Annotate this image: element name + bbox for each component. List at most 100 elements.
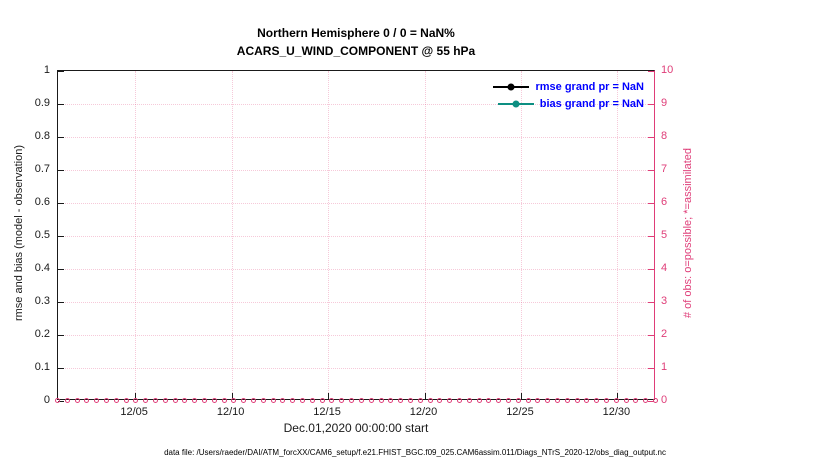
obs-possible-marker	[437, 398, 443, 403]
right-tick-mark	[648, 203, 654, 204]
obs-possible-marker	[280, 398, 286, 403]
obs-possible-marker	[584, 398, 590, 403]
obs-possible-marker	[309, 398, 315, 403]
obs-possible-marker	[290, 398, 296, 403]
obs-possible-marker	[251, 398, 257, 403]
obs-possible-marker	[554, 398, 560, 403]
obs-possible-marker	[456, 398, 462, 403]
right-tick-mark	[648, 137, 654, 138]
y-left-tick-label: 0	[43, 394, 50, 406]
h-gridline	[58, 170, 654, 171]
legend: rmse grand pr = NaN bias grand pr = NaN	[493, 78, 644, 112]
left-tick-mark	[58, 302, 64, 303]
h-gridline	[58, 302, 654, 303]
obs-possible-marker	[143, 398, 149, 403]
bottom-tick-mark	[424, 393, 426, 399]
obs-possible-marker	[329, 398, 335, 403]
left-tick-mark	[58, 335, 64, 336]
left-tick-mark	[58, 137, 64, 138]
obs-possible-marker	[94, 398, 100, 403]
h-gridline	[58, 104, 654, 105]
h-gridline	[58, 269, 654, 270]
obs-possible-marker	[133, 398, 139, 403]
obs-possible-marker	[123, 398, 129, 403]
obs-possible-marker	[466, 398, 472, 403]
y-right-tick-label: 8	[661, 130, 668, 142]
obs-possible-marker	[113, 398, 119, 403]
obs-possible-marker	[64, 398, 70, 403]
legend-label-bias: bias grand pr = NaN	[539, 97, 644, 110]
left-tick-mark	[58, 203, 64, 204]
y-left-tick-label: 0.7	[34, 163, 50, 175]
v-gridline	[520, 71, 522, 399]
obs-possible-marker	[505, 398, 511, 403]
right-tick-mark	[648, 236, 654, 237]
obs-possible-marker	[349, 398, 355, 403]
y-right-tick-label: 4	[661, 262, 668, 274]
bias-line-swatch	[497, 100, 534, 107]
x-tick-label: 12/15	[313, 406, 341, 418]
obs-possible-marker	[221, 398, 227, 403]
right-tick-mark	[648, 71, 654, 72]
obs-possible-marker	[260, 398, 266, 403]
y-right-tick-label: 3	[661, 295, 668, 307]
obs-possible-marker	[515, 398, 521, 403]
obs-possible-marker	[427, 398, 433, 403]
right-tick-mark	[648, 269, 654, 270]
bottom-tick-mark	[520, 393, 522, 399]
h-gridline	[58, 335, 654, 336]
v-gridline	[424, 71, 426, 399]
bottom-tick-mark	[135, 393, 137, 399]
x-axis-label: Dec.01,2020 00:00:00 start	[283, 421, 429, 435]
left-tick-mark	[58, 71, 64, 72]
y-left-tick-label: 0.8	[34, 130, 50, 142]
obs-possible-marker	[388, 398, 394, 403]
v-gridline	[135, 71, 137, 399]
y-right-tick-label: 2	[661, 328, 668, 340]
right-tick-mark	[648, 368, 654, 369]
obs-possible-marker	[447, 398, 453, 403]
obs-possible-marker	[55, 398, 60, 403]
obs-possible-marker	[486, 398, 492, 403]
obs-possible-marker	[613, 398, 619, 403]
obs-possible-marker	[653, 398, 658, 403]
obs-possible-marker	[535, 398, 541, 403]
y-right-tick-label: 5	[661, 229, 668, 241]
obs-possible-marker	[231, 398, 237, 403]
plot-area: rmse grand pr = NaN bias grand pr = NaN	[55, 70, 658, 403]
obs-possible-marker	[643, 398, 649, 403]
legend-item-rmse: rmse grand pr = NaN	[493, 78, 644, 95]
obs-possible-marker	[476, 398, 482, 403]
h-gridline	[58, 236, 654, 237]
data-file-caption: data file: /Users/raeder/DAI/ATM_forcXX/…	[164, 448, 666, 457]
obs-possible-marker	[300, 398, 306, 403]
obs-possible-marker	[417, 398, 423, 403]
y-left-tick-label: 0.4	[34, 262, 50, 274]
obs-possible-marker	[74, 398, 80, 403]
y-left-tick-label: 0.3	[34, 295, 50, 307]
left-tick-mark	[58, 104, 64, 105]
y-left-tick-label: 0.9	[34, 97, 50, 109]
left-tick-mark	[58, 170, 64, 171]
bottom-tick-mark	[328, 393, 330, 399]
y-left-tick-label: 0.6	[34, 196, 50, 208]
y-right-tick-label: 9	[661, 97, 668, 109]
v-gridline	[231, 71, 233, 399]
obs-possible-marker	[153, 398, 159, 403]
obs-possible-marker	[339, 398, 345, 403]
left-tick-mark	[58, 401, 64, 402]
obs-possible-marker	[407, 398, 413, 403]
right-tick-mark	[648, 302, 654, 303]
h-gridline	[58, 368, 654, 369]
legend-label-rmse: rmse grand pr = NaN	[535, 80, 644, 93]
y-right-tick-label: 6	[661, 196, 668, 208]
y-left-tick-label: 0.2	[34, 328, 50, 340]
right-tick-mark	[648, 335, 654, 336]
x-tick-label: 12/10	[216, 406, 245, 418]
obs-possible-marker	[358, 398, 364, 403]
plot-subtitle: ACARS_U_WIND_COMPONENT @ 55 hPa	[236, 44, 476, 58]
v-gridline	[328, 71, 330, 399]
x-tick-label: 12/20	[409, 406, 438, 418]
obs-possible-marker	[319, 398, 325, 403]
